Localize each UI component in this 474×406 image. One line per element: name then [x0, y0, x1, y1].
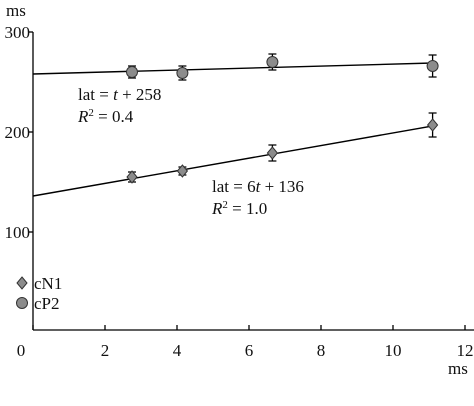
annotation-part: t	[113, 85, 119, 104]
annotation-part: = 0.4	[94, 107, 134, 126]
x-tick-label: 8	[317, 341, 326, 360]
annotation: R2 = 0.4	[77, 107, 134, 126]
annotation-part: 2	[88, 107, 94, 119]
annotation: lat = t + 258	[78, 85, 161, 104]
annotation-part: R	[211, 199, 223, 218]
annotation-part: + 258	[118, 85, 162, 104]
point	[126, 66, 138, 78]
annotation-part: = 1.0	[228, 199, 267, 218]
annotation-part: + 136	[260, 177, 304, 196]
x-tick-label: 4	[173, 341, 182, 360]
x-tick-label: 12	[457, 341, 474, 360]
fit-line	[32, 62, 433, 75]
point	[176, 164, 189, 178]
point	[266, 146, 279, 160]
fit-line	[32, 125, 433, 197]
x-tick-label: 10	[385, 341, 402, 360]
annotation-part: 2	[222, 199, 228, 211]
annotation-part: t	[256, 177, 262, 196]
legend-label: cN1	[34, 274, 62, 293]
legend-marker	[16, 297, 28, 309]
annotation-part: lat = 6	[212, 177, 256, 196]
x-tick-label: 6	[245, 341, 254, 360]
point	[426, 118, 439, 132]
x-tick-label: 0	[17, 341, 26, 360]
annotation-part: lat =	[78, 85, 113, 104]
y-tick-label: 200	[5, 123, 31, 142]
x-tick-label: 2	[101, 341, 110, 360]
legend-marker	[16, 276, 28, 290]
annotation: R2 = 1.0	[211, 199, 267, 218]
y-tick-label: 300	[5, 23, 31, 42]
legend-label: cP2	[34, 294, 60, 313]
point	[126, 170, 138, 184]
point	[266, 56, 279, 68]
annotation-part: R	[77, 107, 89, 126]
y-tick-label: 100	[5, 223, 31, 242]
point	[176, 67, 189, 79]
y-unit: ms	[6, 1, 26, 20]
annotation: lat = 6t + 136	[212, 177, 304, 196]
x-unit: ms	[448, 359, 468, 378]
point	[426, 60, 439, 72]
